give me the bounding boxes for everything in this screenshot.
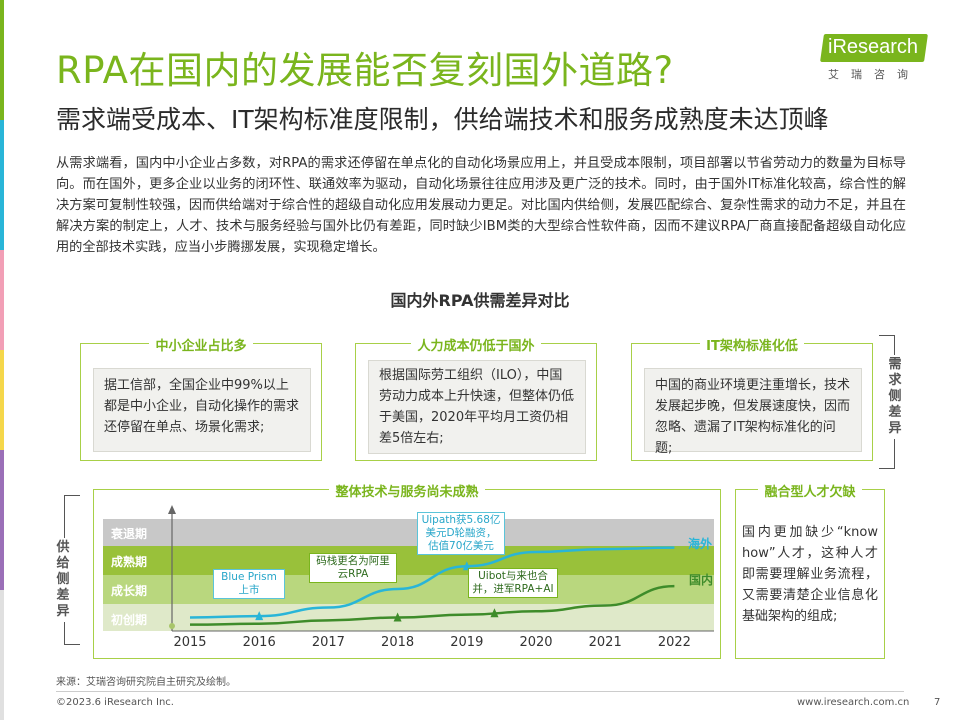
demand-box-text: 据工信部，全国企业中99%以上都是中小企业，自动化操作的需求还停留在单点、场景化… (93, 368, 311, 452)
stage-label-startup: 初创期 (111, 613, 148, 627)
footer-divider (56, 691, 904, 692)
copyright: ©2023.6 iResearch Inc. (56, 697, 174, 708)
stage-band-growth (103, 575, 714, 604)
x-tick-label: 2022 (657, 635, 691, 650)
edge-bar-1 (0, 0, 4, 120)
supply-side-label: 供给侧差异 (54, 538, 72, 622)
iresearch-logo: iResearch 艾瑞咨询 (820, 30, 932, 82)
demand-box-text: 中国的商业环境更注重增长，技术发展起步晚，但发展速度快，因而忽略、遗漏了IT架构… (644, 368, 862, 456)
logo-subtext: 艾瑞咨询 (828, 68, 920, 81)
x-tick-label: 2021 (588, 635, 622, 650)
talent-box: 融合型人才欠缺 国内更加缺少“know how”人才，这种人才即需要理解业务流程… (735, 485, 885, 659)
series-label-overseas: 海外 (688, 537, 713, 551)
talent-text: 国内更加缺少“know how”人才，这种人才即需要理解业务流程，又需要清楚企业… (740, 520, 880, 644)
website-url[interactable]: www.iresearch.com.cn (797, 697, 910, 708)
x-tick-label: 2015 (173, 635, 207, 650)
demand-box-heading: 人力成本仍低于国外 (356, 335, 596, 354)
demand-box-sme: 中小企业占比多 据工信部，全国企业中99%以上都是中小企业，自动化操作的需求还停… (80, 339, 322, 461)
edge-bar-3 (0, 250, 4, 350)
x-tick-label: 2016 (242, 635, 276, 650)
edge-bar-5 (0, 450, 4, 590)
tech-maturity-heading: 整体技术与服务尚未成熟 (94, 481, 720, 500)
page-title: RPA在国内的发展能否复刻国外道路? (56, 49, 674, 92)
stage-band-decline (103, 519, 714, 546)
logo-text: iResearch (828, 36, 919, 58)
edge-bar-2 (0, 120, 4, 250)
stage-label-growth: 成长期 (111, 584, 148, 598)
annotation-uibot: Uibot与来也合并，进军RPA+AI (468, 568, 558, 598)
page-subtitle: 需求端受成本、IT架构标准度限制，供给端技术和服务成熟度未达顶峰 (56, 105, 829, 134)
demand-box-it-standard: IT架构标准化低 中国的商业环境更注重增长，技术发展起步晚，但发展速度快，因而忽… (631, 339, 873, 461)
x-tick-label: 2018 (381, 635, 415, 650)
stage-band-mature (103, 546, 714, 575)
annotation-blue-prism: Blue Prism上市 (213, 569, 285, 599)
x-tick-label: 2020 (519, 635, 553, 650)
stage-label-mature: 成熟期 (111, 555, 148, 569)
edge-bar-4 (0, 350, 4, 450)
edge-bar-6 (0, 590, 4, 720)
intro-paragraph: 从需求端看，国内中小企业占多数，对RPA的需求还停留在单点化的自动化场景应用上，… (56, 156, 906, 255)
demand-box-heading: IT架构标准化低 (632, 335, 872, 354)
demand-side-label: 需求侧差异 (886, 355, 904, 439)
stage-band-startup (103, 604, 714, 631)
page-number: 7 (934, 697, 941, 708)
diagram-title: 国内外RPA供需差异对比 (390, 291, 570, 310)
x-tick-label: 2019 (450, 635, 484, 650)
annotation-alibaba-rpa: 码栈更名为阿里云RPA (309, 553, 397, 583)
demand-box-labor-cost: 人力成本仍低于国外 根据国际劳工组织（ILO），中国劳动力成本上升快速，但整体仍… (355, 339, 597, 461)
demand-box-heading: 中小企业占比多 (81, 335, 321, 354)
source-note: 来源：艾瑞咨询研究院自主研究及绘制。 (56, 677, 236, 688)
annotation-uipath: Uipath获5.68亿美元D轮融资，估值70亿美元 (417, 512, 505, 555)
series-label-domestic: 国内 (689, 573, 714, 587)
talent-heading: 融合型人才欠缺 (736, 481, 884, 500)
stage-label-decline: 衰退期 (111, 527, 148, 541)
demand-box-text: 根据国际劳工组织（ILO），中国劳动力成本上升快速，但整体仍低于美国，2020年… (368, 360, 586, 454)
x-tick-label: 2017 (311, 635, 345, 650)
